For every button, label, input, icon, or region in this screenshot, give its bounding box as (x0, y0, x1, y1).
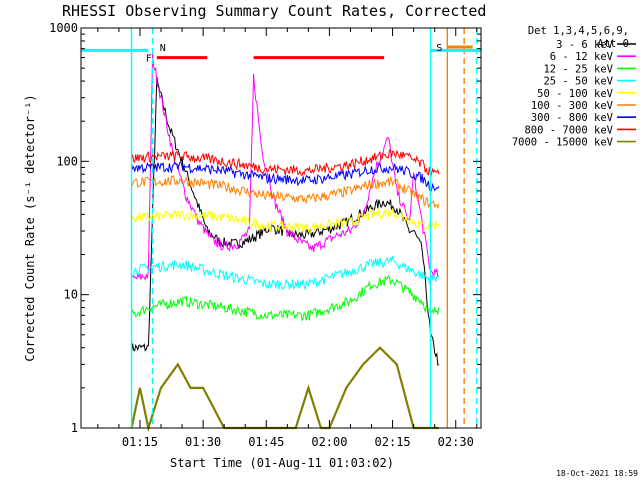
series-layer (130, 53, 440, 433)
series-line (130, 346, 439, 433)
y-tick-label: 1 (71, 421, 78, 435)
x-tick-label: 01:30 (185, 435, 221, 449)
series-line (131, 160, 440, 192)
y-tick-label: 10 (64, 288, 78, 302)
x-tick-label: 01:15 (122, 435, 158, 449)
legend-label: 12 - 25 keV (543, 63, 613, 75)
legend-label: 50 - 100 keV (537, 88, 614, 100)
series-line (131, 274, 440, 321)
plot-frame (80, 27, 482, 429)
x-tick-label: 02:00 (311, 435, 347, 449)
x-tick-label: 01:45 (248, 435, 284, 449)
series-line (131, 255, 440, 292)
legend-label: 7000 - 15000 keV (512, 137, 614, 149)
series-line (131, 149, 440, 179)
legend-label: 300 - 800 keV (531, 112, 614, 124)
y-tick-label: 1000 (49, 21, 78, 35)
flag-label: N (160, 43, 166, 54)
legend-label: 100 - 300 keV (531, 100, 614, 112)
legend-label: 25 - 50 keV (543, 76, 613, 88)
flag-label: S (436, 43, 442, 54)
x-tick-label: 02:15 (375, 435, 411, 449)
series-line (131, 208, 440, 234)
legend-label: 800 - 7000 keV (524, 124, 613, 136)
y-axis-label: Corrected Count Rate (s⁻¹ detector⁻¹) (23, 94, 37, 361)
annotation-layer: FN S (81, 28, 481, 428)
axes: 1 10 100 1000 01:15 01:30 01:45 02:00 02:15 02:30 (49, 21, 481, 449)
flag-label: F (146, 54, 152, 65)
y-tick-label: 100 (56, 154, 78, 168)
x-axis-label: Start Time (01-Aug-11 01:03:02) (170, 456, 394, 470)
series-line (131, 174, 440, 210)
legend-header: Att 0 (597, 38, 629, 50)
legend-label: 6 - 12 keV (550, 51, 614, 63)
footer-timestamp: 18-Oct-2021 18:59 (556, 469, 638, 478)
legend-header: Det 1,3,4,5,6,9, (528, 25, 629, 37)
series-line (131, 76, 440, 366)
legend-label: 3 - 6 keV (556, 39, 614, 51)
x-tick-label: 02:30 (438, 435, 474, 449)
chart-title: RHESSI Observing Summary Count Rates, Co… (62, 2, 486, 20)
